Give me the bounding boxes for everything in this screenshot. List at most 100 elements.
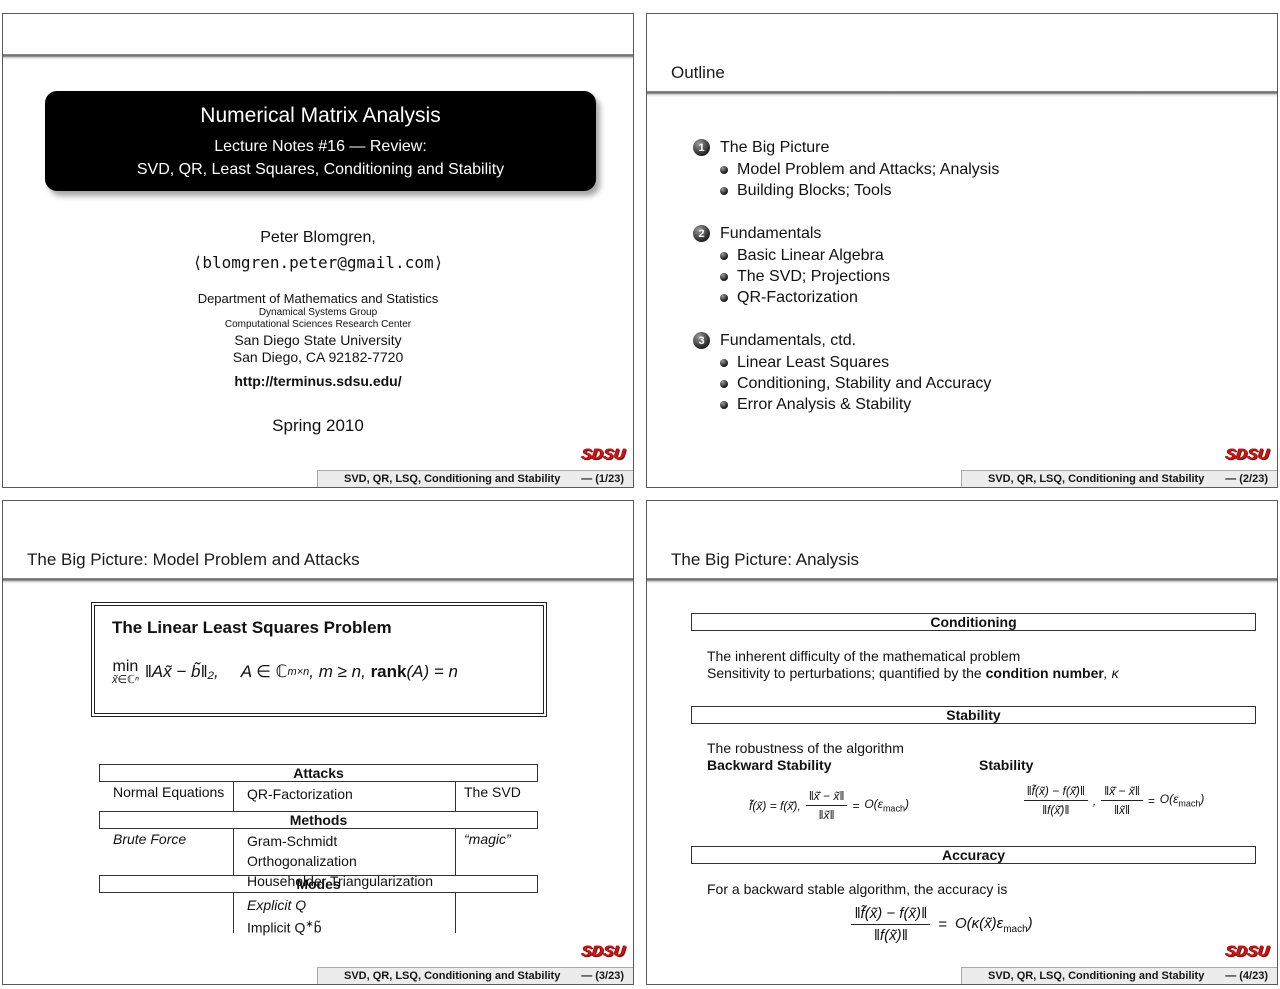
norm-term: ‖Ax̃ − b̃‖₂, xyxy=(144,662,219,681)
attacks-table: Attacks Normal Equations QR-Factorizatio… xyxy=(99,764,538,936)
title-box: Numerical Matrix Analysis Lecture Notes … xyxy=(45,91,596,191)
table-row: Explicit Q Implicit Q∗b̃ xyxy=(99,893,538,936)
footline: SVD, QR, LSQ, Conditioning and Stability… xyxy=(317,470,633,487)
footline-label: SVD, QR, LSQ, Conditioning and Stability xyxy=(344,970,561,982)
outline-subitem-label: Model Problem and Attacks; Analysis xyxy=(737,160,1000,178)
page-number: — (4/23) xyxy=(1225,970,1268,982)
sdsu-logo: SDSU xyxy=(1225,446,1271,463)
website-url: http://terminus.sdsu.edu/ xyxy=(234,373,402,389)
term: Spring 2010 xyxy=(272,416,364,435)
ball-number-icon: 1 xyxy=(693,139,710,156)
slide-outline: Outline 1 The Big Picture Model Problem … xyxy=(646,13,1278,488)
rank-keyword: rank xyxy=(370,662,407,681)
cell-brute-force: Brute Force xyxy=(113,831,187,847)
outline-subitem-label: Basic Linear Algebra xyxy=(737,246,884,264)
outline-item-label: Fundamentals, ctd. xyxy=(720,331,857,349)
outline-subitem: QR-Factorization xyxy=(720,287,999,308)
bullet-icon xyxy=(720,400,728,409)
bullet-icon xyxy=(720,379,728,388)
footline-label: SVD, QR, LSQ, Conditioning and Stability xyxy=(988,970,1205,982)
bullet-icon xyxy=(720,186,728,195)
outline-subitem: Basic Linear Algebra xyxy=(720,245,999,266)
page-number: — (1/23) xyxy=(581,473,624,485)
lecture-subtitle: Lecture Notes #16 — Review: xyxy=(214,138,427,155)
outline-item: 2 Fundamentals xyxy=(693,222,999,245)
bullet-icon xyxy=(720,165,728,174)
outline-subitem-label: Linear Least Squares xyxy=(737,353,890,371)
stability-header: Stability xyxy=(691,706,1256,724)
outline-group: 1 The Big Picture Model Problem and Atta… xyxy=(693,136,999,201)
outline-group: 2 Fundamentals Basic Linear Algebra The … xyxy=(693,222,999,308)
university: San Diego State University xyxy=(234,332,402,348)
bullet-icon xyxy=(720,272,728,281)
cell-magic: “magic” xyxy=(464,831,511,847)
min-operator: min x̃∈ℂⁿ xyxy=(112,658,139,686)
order-term: O(κ(x̃)εmach) xyxy=(954,914,1033,935)
footline-label: SVD, QR, LSQ, Conditioning and Stability xyxy=(988,473,1205,485)
stability-line1: The robustness of the algorithm xyxy=(707,740,904,756)
stability-formula: ‖f̃(x̃) − f(x̃̄)‖ ‖f(x̃̄)‖ , ‖x̃̄ − x̃‖ … xyxy=(969,784,1259,817)
frame-title: The Big Picture: Analysis xyxy=(671,550,860,569)
table-row: Brute Force Gram-Schmidt Orthogonalizati… xyxy=(99,829,538,889)
outline-subitem: Building Blocks; Tools xyxy=(720,180,999,201)
frame-title: The Big Picture: Model Problem and Attac… xyxy=(27,550,360,569)
outline-subitem: The SVD; Projections xyxy=(720,266,999,287)
footline: SVD, QR, LSQ, Conditioning and Stability… xyxy=(961,470,1277,487)
page-number: — (3/23) xyxy=(581,970,624,982)
cell-the-svd: The SVD xyxy=(464,784,521,800)
outline-subitem-label: Building Blocks; Tools xyxy=(737,181,892,199)
headline-separator xyxy=(3,578,633,584)
slide-model-problem: The Big Picture: Model Problem and Attac… xyxy=(2,500,634,985)
author-name: Peter Blomgren, xyxy=(260,229,376,246)
outline-group: 3 Fundamentals, ctd. Linear Least Square… xyxy=(693,329,999,415)
footline-label: SVD, QR, LSQ, Conditioning and Stability xyxy=(344,473,561,485)
author-email: ⟨blomgren.peter@gmail.com⟩ xyxy=(192,253,444,272)
headline-separator xyxy=(3,54,633,60)
accuracy-formula: ‖f̃(x̃) − f(x̃)‖ ‖f(x̃)‖ = O(κ(x̃)εmach) xyxy=(647,905,1237,944)
attacks-header: Attacks xyxy=(99,764,538,782)
accuracy-header: Accuracy xyxy=(691,846,1256,864)
dimension-condition: , m ≥ n, xyxy=(309,662,366,681)
outline-subitem: Error Analysis & Stability xyxy=(720,394,999,415)
cell-modes: Explicit Q Implicit Q∗b̃ xyxy=(233,893,456,936)
headline-separator xyxy=(647,91,1277,97)
bullet-icon xyxy=(720,293,728,302)
course-title: Numerical Matrix Analysis xyxy=(200,104,441,127)
outline-subitem: Linear Least Squares xyxy=(720,352,999,373)
order-term: O(εmach) xyxy=(864,797,909,814)
fraction: ‖f̃(x̃) − f(x̃̄)‖ ‖f(x̃̄)‖ xyxy=(1023,784,1088,817)
slide-title-page: Numerical Matrix Analysis Lecture Notes … xyxy=(2,13,634,488)
headline-separator xyxy=(647,578,1277,584)
backward-stability-formula: f̃(x̃) = f(x̃̄), ‖x̃̄ − x̃‖ ‖x̃‖ = O(εma… xyxy=(749,789,909,822)
cell-empty xyxy=(456,893,538,933)
cell-normal-equations: Normal Equations xyxy=(113,784,225,800)
table-row: Normal Equations QR-Factorization The SV… xyxy=(99,782,538,811)
footline: SVD, QR, LSQ, Conditioning and Stability… xyxy=(961,967,1277,984)
outline-subitem-label: Error Analysis & Stability xyxy=(737,395,912,413)
modes-header: Modes xyxy=(99,875,538,893)
slide-grid: Numerical Matrix Analysis Lecture Notes … xyxy=(2,13,1278,985)
fraction: ‖x̃̄ − x̃‖ ‖x̃‖ xyxy=(805,789,848,822)
outline-subitem: Conditioning, Stability and Accuracy xyxy=(720,373,999,394)
outline-item: 3 Fundamentals, ctd. xyxy=(693,329,999,352)
outline-subitem-label: Conditioning, Stability and Accuracy xyxy=(737,374,992,392)
slide-analysis: The Big Picture: Analysis Conditioning T… xyxy=(646,500,1278,985)
bullet-icon xyxy=(720,251,728,260)
accuracy-line1: For a backward stable algorithm, the acc… xyxy=(707,881,1008,897)
cell-qr-methods: Gram-Schmidt Orthogonalization Household… xyxy=(233,829,456,889)
conditioning-line1: The inherent difficulty of the mathemati… xyxy=(707,648,1021,664)
rank-condition: (A) = n xyxy=(406,662,458,681)
cell-qr-factorization: QR-Factorization xyxy=(233,782,456,811)
least-squares-box: The Linear Least Squares Problem min x̃∈… xyxy=(91,602,547,717)
frame-title: Outline xyxy=(671,63,725,82)
research-center: Computational Sciences Research Center xyxy=(224,319,412,330)
methods-header: Methods xyxy=(99,811,538,829)
footline: SVD, QR, LSQ, Conditioning and Stability… xyxy=(317,967,633,984)
department: Department of Mathematics and Statistics xyxy=(197,291,439,306)
lecture-topics: SVD, QR, Least Squares, Conditioning and… xyxy=(136,161,505,178)
matrix-dims: m×n xyxy=(287,666,310,678)
page-number: — (2/23) xyxy=(1225,473,1268,485)
address: San Diego, CA 92182-7720 xyxy=(232,349,404,365)
fraction: ‖x̃̄ − x̃‖ ‖x̃‖ xyxy=(1101,784,1143,817)
ball-number-icon: 2 xyxy=(693,225,710,242)
